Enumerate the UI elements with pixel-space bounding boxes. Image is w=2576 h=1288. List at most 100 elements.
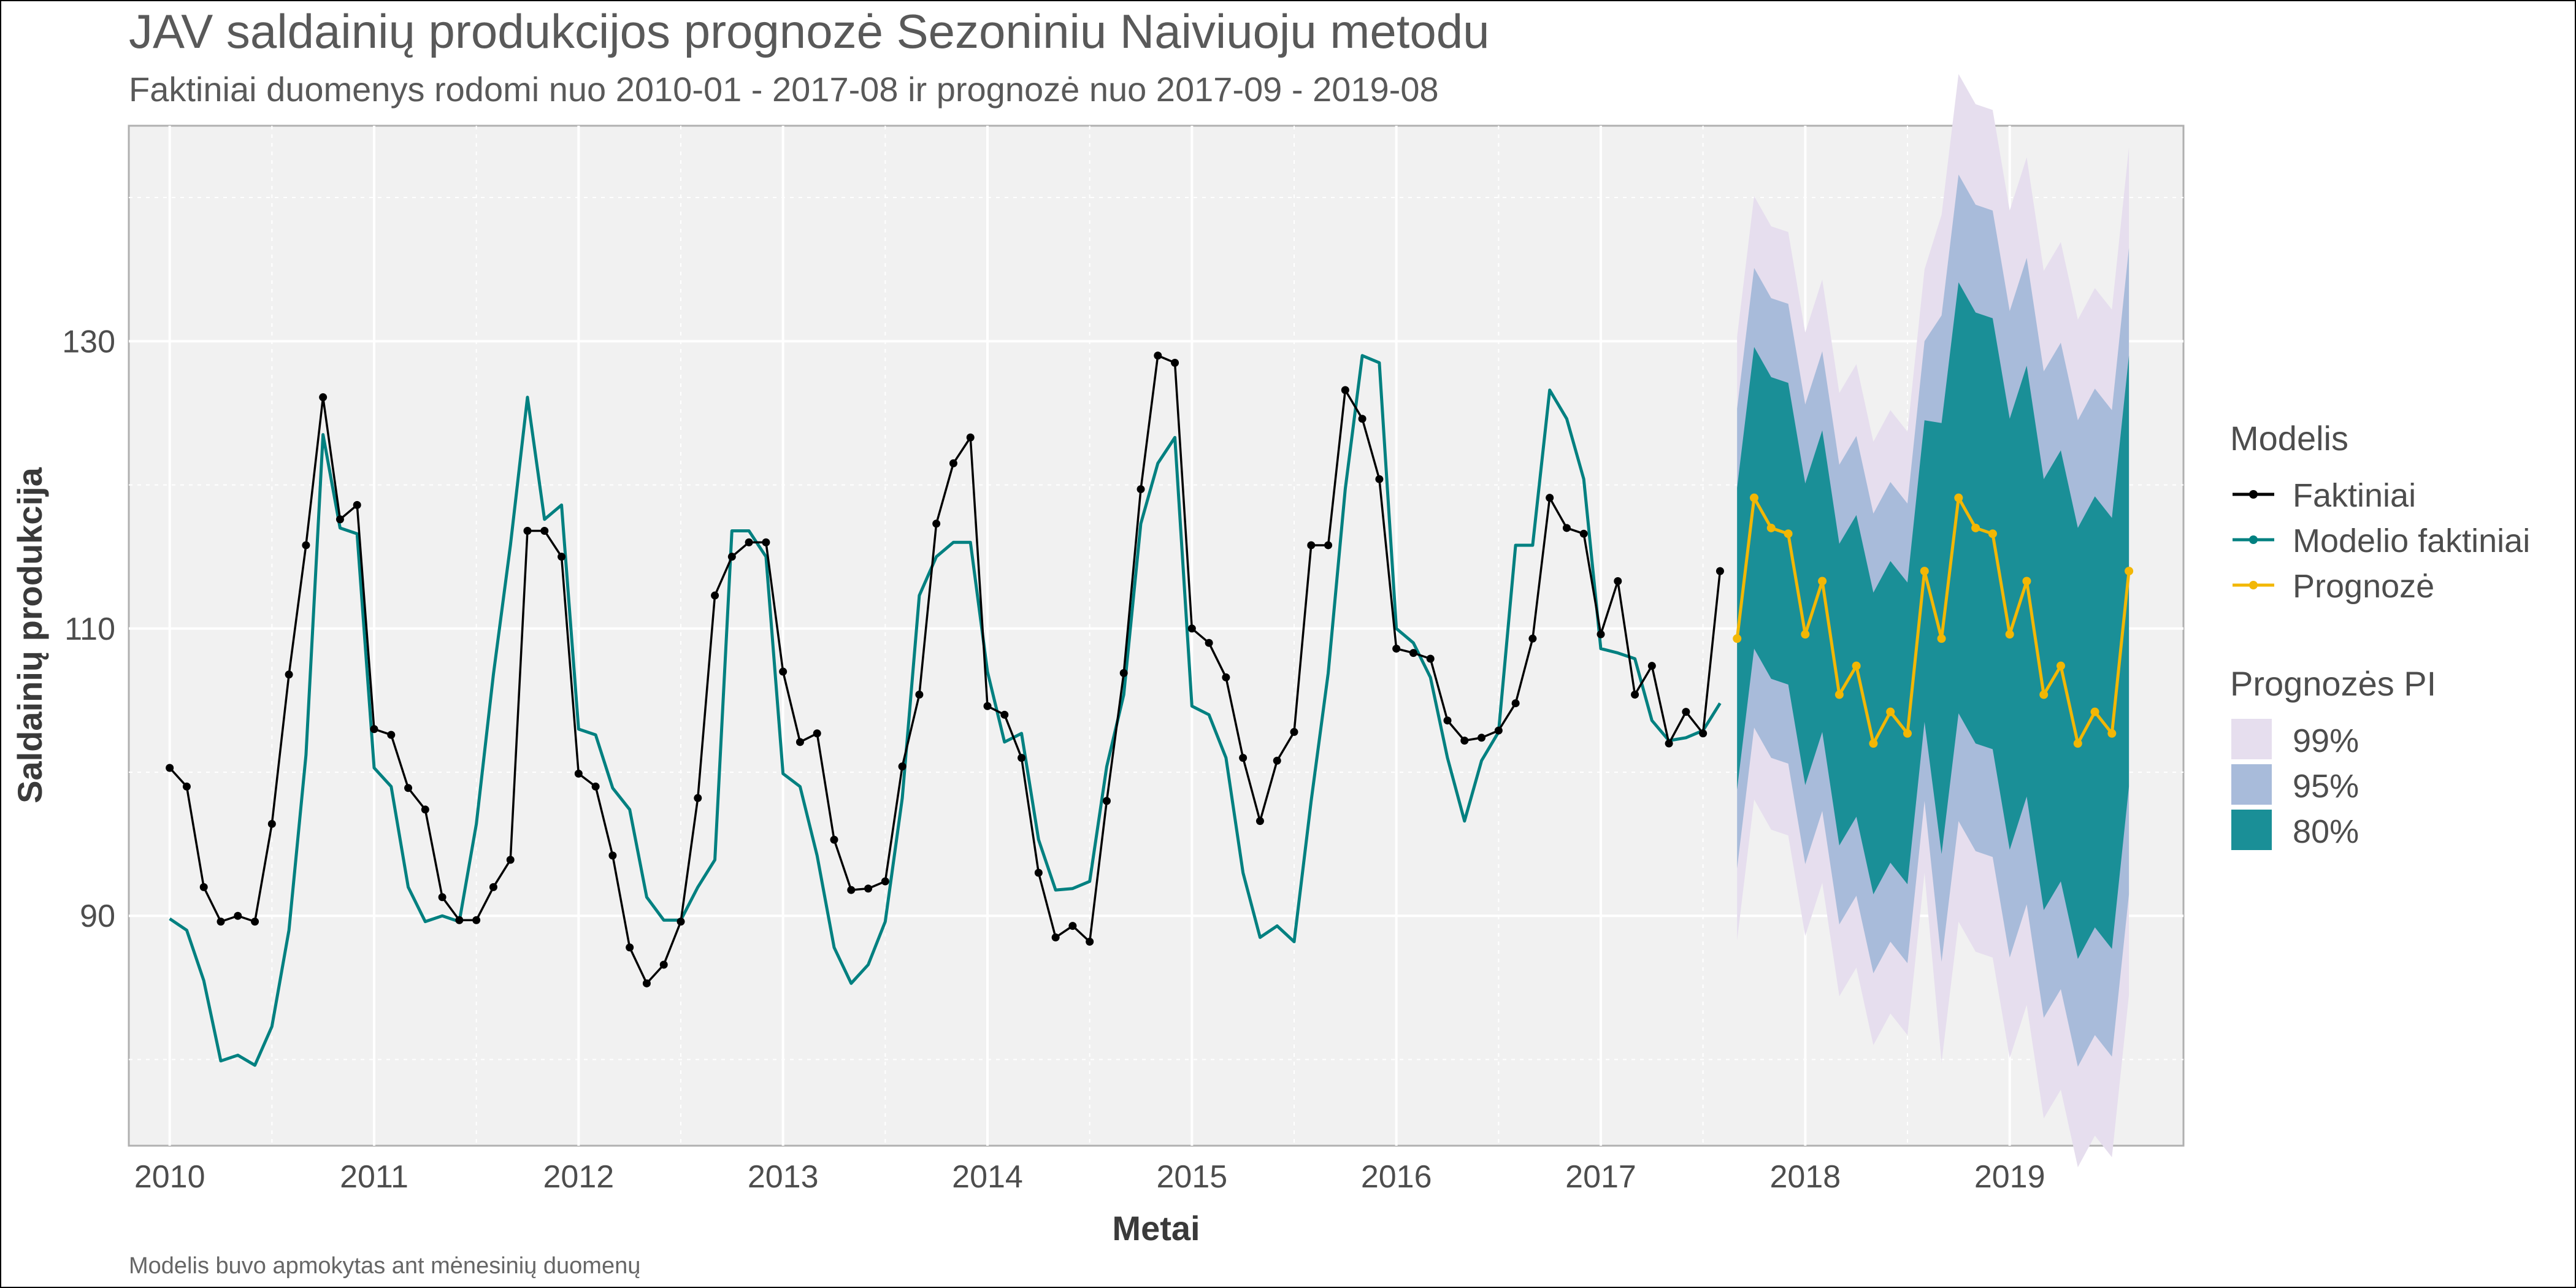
point-faktiniai: [267, 819, 276, 828]
point-faktiniai: [1460, 736, 1469, 745]
point-prognoze: [2022, 577, 2031, 586]
svg-text:Prognozė: Prognozė: [2293, 568, 2434, 605]
point-faktiniai: [1018, 754, 1026, 762]
svg-text:Faktiniai: Faktiniai: [2293, 477, 2416, 514]
point-faktiniai: [421, 805, 429, 814]
y-tick-label: 90: [80, 899, 115, 934]
point-prognoze: [1886, 707, 1895, 716]
series-line-prognoze: [1735, 496, 2131, 745]
x-tick-label: 2015: [1156, 1159, 1227, 1195]
legend-item-pi-99: 99%: [2231, 719, 2359, 759]
point-faktiniai: [1614, 577, 1622, 585]
point-faktiniai: [166, 764, 174, 772]
point-faktiniai: [1392, 645, 1401, 653]
x-tick-label: 2013: [748, 1159, 819, 1195]
point-faktiniai: [217, 918, 225, 926]
point-prognoze: [1818, 577, 1827, 586]
series-line-faktiniai: [169, 355, 1722, 985]
point-faktiniai: [626, 943, 634, 952]
point-faktiniai: [1511, 699, 1520, 708]
pi-band-80: [1737, 282, 2129, 959]
point-faktiniai: [319, 393, 328, 402]
x-tick-label: 2012: [543, 1159, 614, 1195]
point-faktiniai: [711, 591, 719, 600]
point-prognoze: [1801, 630, 1810, 639]
y-tick-labels: 90 110 130: [62, 324, 115, 934]
point-faktiniai: [1715, 567, 1724, 575]
point-faktiniai: [727, 553, 736, 561]
point-faktiniai: [932, 519, 941, 528]
point-faktiniai: [1358, 415, 1367, 423]
point-prognoze: [1733, 634, 1742, 643]
x-tick-labels: 2010 2011 2012 2013 2014 2015 2016 2017 2018 2019: [134, 1159, 2045, 1195]
x-tick-label: 2018: [1769, 1159, 1841, 1195]
point-prognoze: [2005, 630, 2014, 639]
x-tick-label: 2014: [952, 1159, 1023, 1195]
point-prognoze: [1750, 493, 1758, 502]
point-faktiniai: [506, 856, 515, 864]
point-prognoze: [1766, 523, 1776, 532]
series-lines: [166, 351, 2134, 1067]
point-prognoze: [1903, 729, 1912, 738]
point-faktiniai: [1307, 541, 1316, 550]
point-faktiniai: [779, 667, 788, 676]
point-faktiniai: [558, 553, 566, 561]
legend-title-models: Modelis: [2230, 419, 2348, 458]
point-faktiniai: [694, 794, 702, 802]
point-faktiniai: [1051, 933, 1060, 941]
point-prognoze: [1784, 529, 1793, 539]
point-prognoze: [2073, 739, 2082, 748]
point-faktiniai: [455, 916, 464, 924]
point-prognoze: [2125, 567, 2134, 576]
legend-item-modelio-faktiniai: Modelio faktiniai: [2233, 523, 2530, 559]
point-faktiniai: [199, 883, 208, 891]
point-faktiniai: [438, 893, 447, 902]
point-faktiniai: [1034, 868, 1043, 877]
point-faktiniai: [745, 538, 753, 546]
point-faktiniai: [762, 538, 770, 546]
point-faktiniai: [864, 884, 873, 893]
legend-item-prognoze: Prognozė: [2233, 568, 2434, 605]
legend-item-pi-80: 80%: [2231, 810, 2359, 850]
point-faktiniai: [1273, 756, 1281, 765]
point-faktiniai: [1154, 351, 1162, 360]
point-faktiniai: [1426, 654, 1435, 663]
point-prognoze: [2107, 729, 2117, 738]
point-prognoze: [1971, 523, 1980, 532]
point-prognoze: [2057, 661, 2065, 670]
svg-text:95%: 95%: [2293, 768, 2359, 805]
point-faktiniai: [1409, 649, 1417, 657]
x-tick-label: 2011: [340, 1159, 408, 1195]
x-tick-label: 2019: [1974, 1159, 2045, 1195]
point-faktiniai: [1171, 358, 1179, 367]
point-faktiniai: [1068, 922, 1077, 930]
legend: Modelis Faktiniai Modelio faktiniai Prog…: [2230, 419, 2530, 850]
point-faktiniai: [1000, 710, 1009, 719]
chart-caption: Modelis buvo apmokytas ant mėnesinių duo…: [129, 1253, 640, 1279]
point-faktiniai: [1699, 729, 1708, 738]
point-faktiniai: [387, 730, 396, 739]
point-faktiniai: [1631, 691, 1639, 699]
point-faktiniai: [1341, 386, 1349, 394]
point-faktiniai: [302, 541, 310, 550]
point-prognoze: [1988, 529, 1997, 539]
point-faktiniai: [1528, 634, 1537, 643]
point-faktiniai: [949, 459, 957, 467]
point-faktiniai: [983, 702, 992, 710]
point-faktiniai: [335, 515, 344, 524]
point-prognoze: [1869, 739, 1878, 748]
legend-item-faktiniai: Faktiniai: [2233, 477, 2416, 514]
x-tick-label: 2016: [1361, 1159, 1432, 1195]
chart-title: JAV saldainių produkcijos prognozė Sezon…: [129, 4, 1490, 58]
point-faktiniai: [370, 725, 378, 734]
x-tick-label: 2010: [134, 1159, 205, 1195]
point-faktiniai: [830, 835, 838, 844]
point-faktiniai: [1546, 494, 1554, 502]
point-faktiniai: [1375, 475, 1384, 483]
point-faktiniai: [1222, 673, 1230, 681]
point-prognoze: [1937, 634, 1946, 643]
svg-text:80%: 80%: [2293, 813, 2359, 850]
point-faktiniai: [966, 433, 975, 442]
